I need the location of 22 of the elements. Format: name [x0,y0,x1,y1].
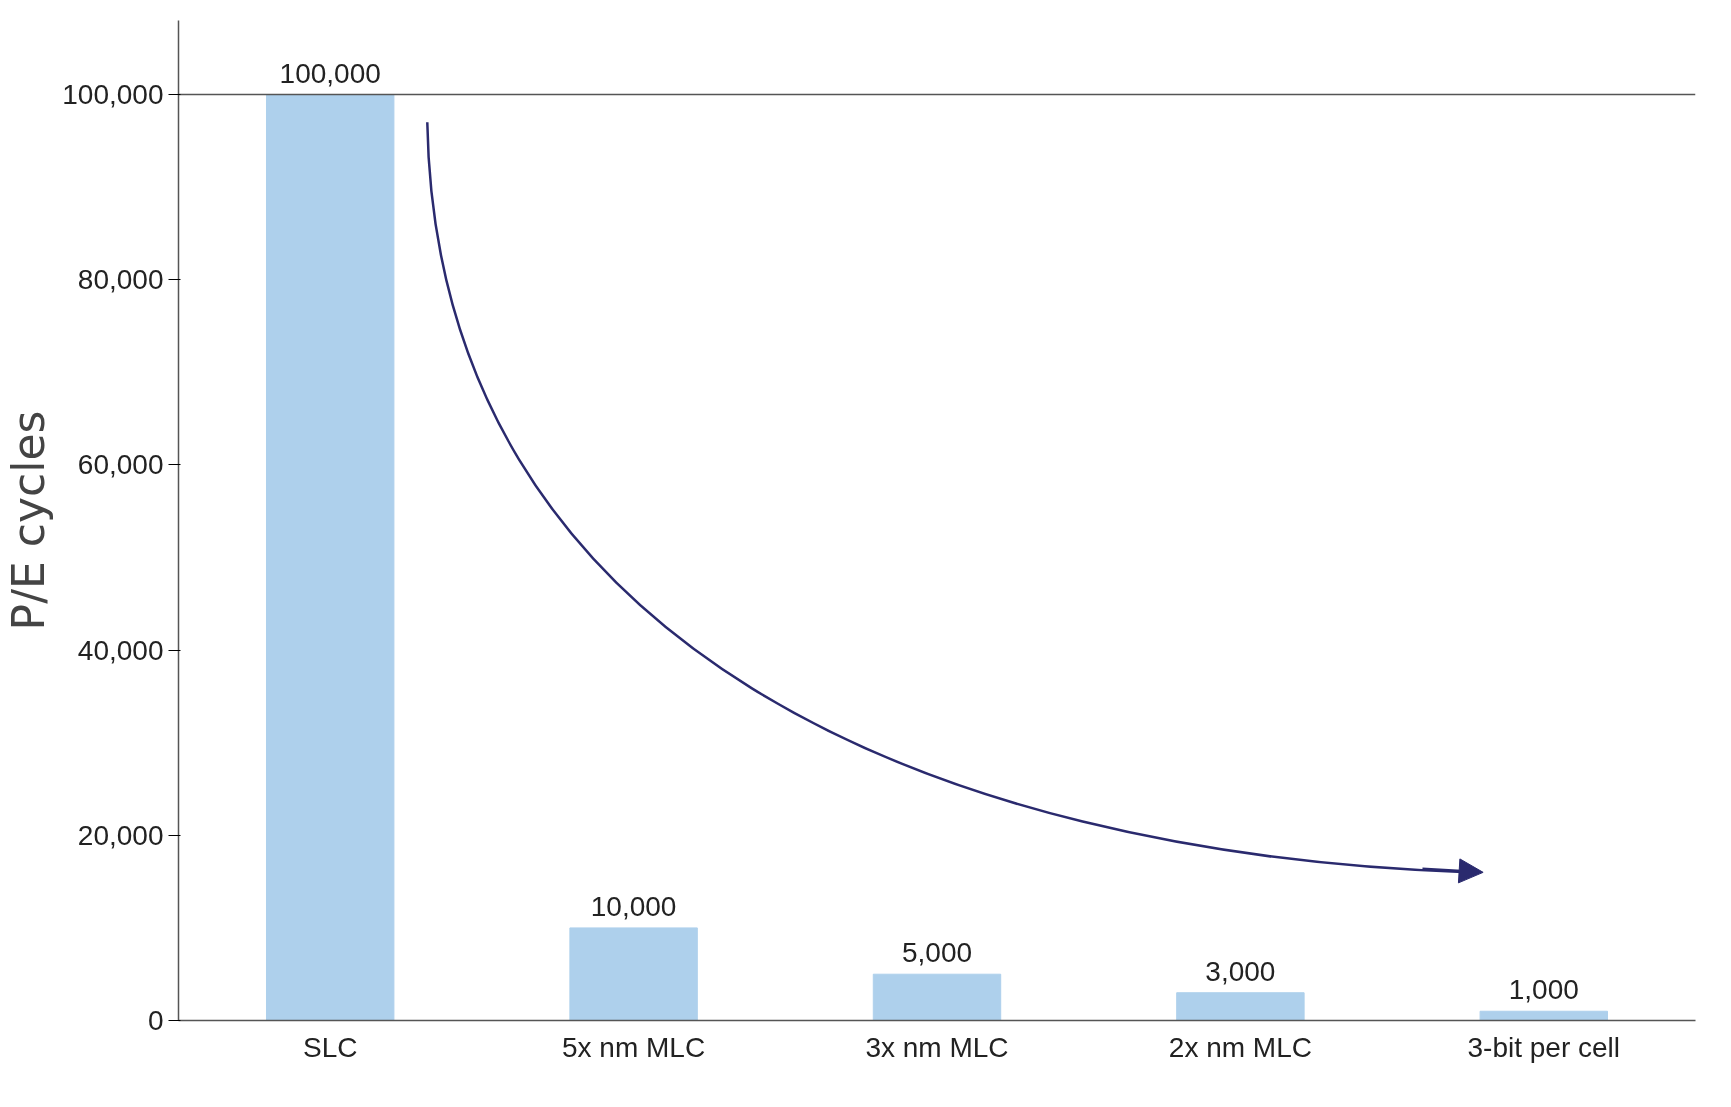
bar [265,94,395,1021]
x-tick-label: SLC [302,1031,358,1063]
y-tick-label: 80,000 [77,264,164,296]
data-label: 100,000 [279,57,381,89]
x-tick-label: 5x nm MLC [562,1031,706,1063]
data-label: 1,000 [1508,974,1579,1006]
y-tick-label: 60,000 [77,449,164,481]
x-tick-label: 3-bit per cell [1467,1031,1621,1063]
bar [1176,992,1305,1021]
y-tick-label: 100,000 [62,79,164,111]
bar [1479,1010,1609,1021]
y-tick-label: 0 [147,1005,164,1036]
y-axis-title: P/E cycles [3,410,55,631]
bar [872,973,1002,1021]
x-tick-label: 3x nm MLC [865,1031,1009,1063]
data-label: 5,000 [901,937,973,969]
data-label: 3,000 [1205,955,1276,987]
data-label: 10,000 [590,890,677,922]
x-tick-label: 2x nm MLC [1168,1031,1312,1063]
bar [569,927,698,1021]
y-tick-label: 40,000 [77,634,164,666]
y-tick-label: 20,000 [77,819,164,851]
